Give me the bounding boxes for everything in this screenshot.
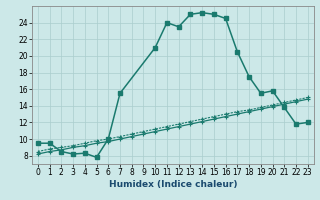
X-axis label: Humidex (Indice chaleur): Humidex (Indice chaleur) xyxy=(108,180,237,189)
